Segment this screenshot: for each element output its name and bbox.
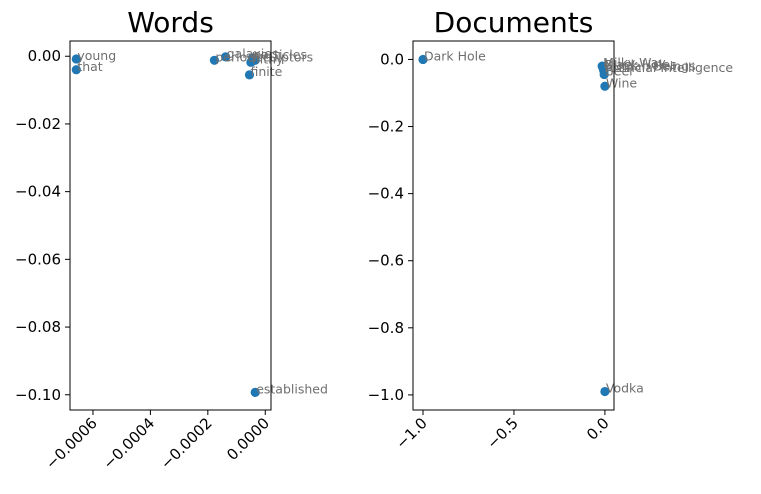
words-xtick-label: −0.0002	[157, 414, 216, 473]
words-point	[250, 55, 260, 65]
words-ytick-label: 0.00	[28, 47, 61, 65]
words-point-label: sculptors	[256, 49, 313, 64]
documents-xtick-label: −0.5	[483, 414, 521, 452]
words-xtick-label: 0.0000	[223, 414, 273, 464]
documents-point-label: Black Holes	[604, 57, 677, 72]
words-point-label: finite	[250, 64, 282, 79]
documents-point	[418, 54, 428, 65]
words-point	[71, 65, 81, 75]
words-point	[250, 387, 260, 397]
words-point-label: young	[77, 48, 116, 63]
words-title: Words	[127, 6, 214, 39]
documents-ytick-label: −0.4	[368, 185, 404, 203]
words-point-label: filthy	[252, 51, 284, 66]
documents-point-label: Beer	[605, 64, 635, 79]
documents-point-label: Milky Way	[603, 55, 666, 70]
words-xtick-label: −0.0006	[42, 414, 101, 473]
documents-xtick-label: −1.0	[392, 414, 430, 452]
words-point	[221, 52, 231, 62]
words-point	[209, 55, 220, 65]
words-ytick-label: −0.10	[15, 386, 61, 404]
documents-point-label: Wine	[606, 75, 637, 90]
documents-point-label: Vodka	[606, 381, 644, 396]
documents-ytick-label: 0.0	[380, 50, 404, 68]
words-ytick-label: −0.02	[15, 115, 61, 133]
documents-point-label: Artificial Intelligence	[605, 60, 733, 75]
documents-panel: Documents 0.0 −0.2 −0.4 −0.6 −0.8 −1.0 −1.0 −0.5…	[368, 6, 734, 453]
documents-title: Documents	[434, 6, 594, 39]
words-point-label: established	[256, 381, 328, 396]
documents-ytick-label: −0.8	[368, 319, 404, 337]
words-point-label: that	[77, 59, 102, 74]
documents-point	[599, 69, 609, 80]
words-axes-frame	[69, 40, 272, 411]
documents-ytick-label: −1.0	[368, 386, 404, 404]
documents-point-label: Dark Hole	[424, 48, 486, 63]
documents-ytick-label: −0.2	[368, 118, 404, 136]
words-point	[71, 54, 81, 64]
documents-point-label: Human Beings	[604, 59, 695, 74]
words-ytick-label: −0.08	[15, 318, 61, 336]
documents-point	[600, 81, 610, 91]
words-point-label: particles	[253, 47, 307, 62]
words-xtick-label: −0.0004	[99, 414, 158, 473]
documents-axes-frame	[412, 40, 615, 411]
words-ytick-label: −0.06	[15, 250, 61, 268]
words-point-label: period	[215, 49, 255, 64]
words-ytick-label: −0.04	[15, 183, 61, 201]
documents-xtick-label: 0.0	[583, 414, 613, 444]
words-point	[244, 70, 255, 80]
words-panel: Words 0.00 −0.02 −0.04 −0.06 −0.08 −0.10 −0.000…	[15, 6, 328, 473]
words-point-label: galaxies	[227, 46, 279, 61]
documents-ytick-label: −0.6	[368, 252, 404, 270]
documents-point	[600, 386, 610, 397]
